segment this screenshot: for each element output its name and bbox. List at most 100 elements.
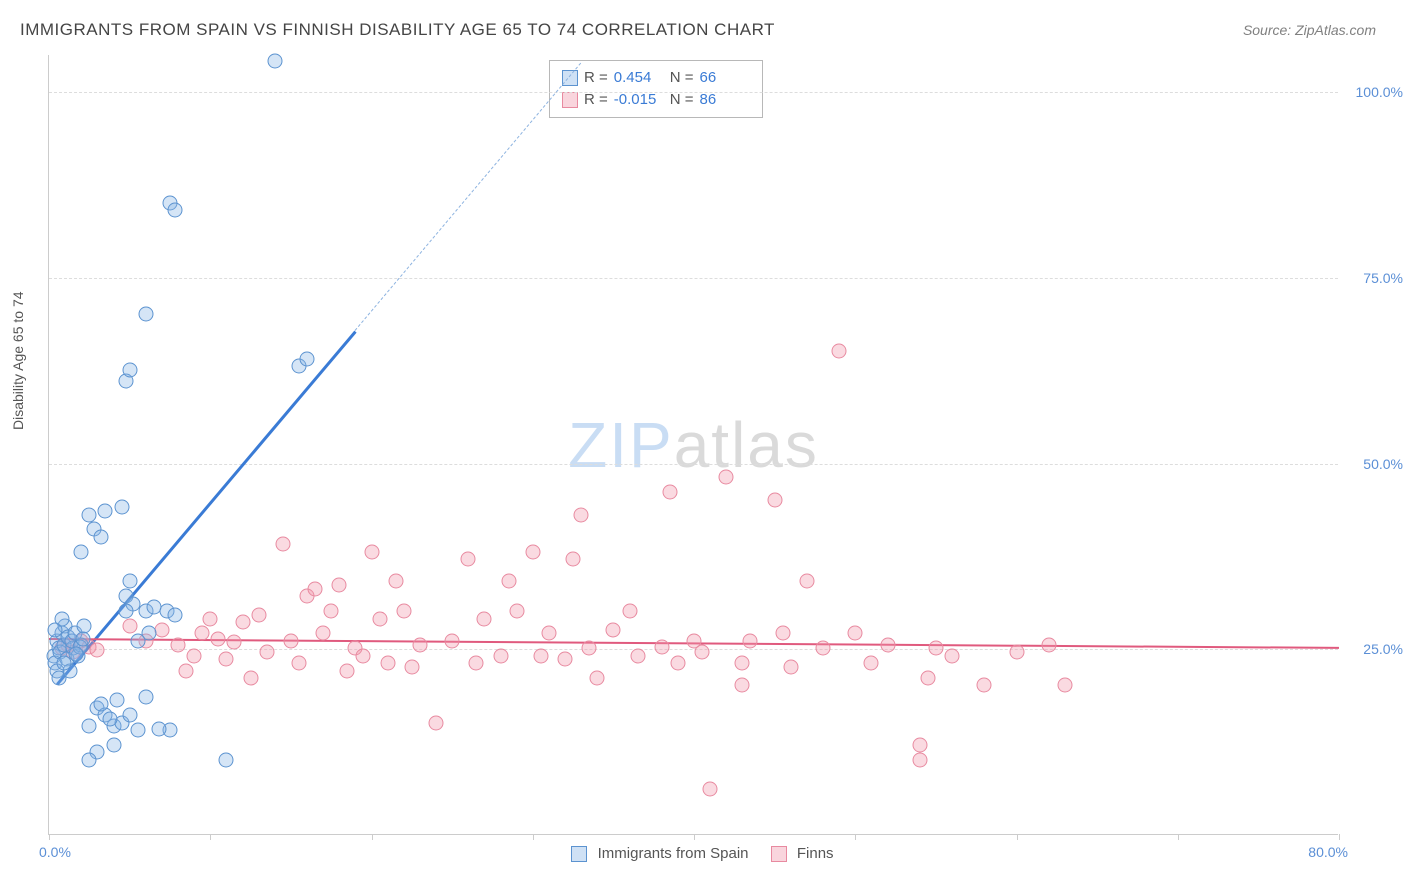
data-point: [138, 689, 153, 704]
data-point: [461, 552, 476, 567]
data-point: [122, 619, 137, 634]
chart-title: IMMIGRANTS FROM SPAIN VS FINNISH DISABIL…: [20, 20, 775, 40]
data-point: [300, 351, 315, 366]
x-tick-mark: [1017, 834, 1018, 840]
data-point: [227, 635, 242, 650]
trend-line-dashed: [355, 63, 582, 331]
data-point: [662, 485, 677, 500]
data-point: [912, 737, 927, 752]
x-tick-mark: [1178, 834, 1179, 840]
x-tick-last: 80.0%: [1308, 844, 1348, 860]
x-tick-mark: [372, 834, 373, 840]
data-point: [243, 671, 258, 686]
x-tick-mark: [855, 834, 856, 840]
x-tick-mark: [1339, 834, 1340, 840]
data-point: [558, 652, 573, 667]
grid-h: [49, 649, 1338, 650]
data-point: [695, 645, 710, 660]
y-axis-label: Disability Age 65 to 74: [10, 291, 26, 430]
data-point: [179, 663, 194, 678]
data-point: [848, 626, 863, 641]
data-point: [396, 604, 411, 619]
data-point: [82, 752, 97, 767]
r-value-a: 0.454: [614, 67, 664, 89]
data-point: [566, 552, 581, 567]
data-point: [154, 622, 169, 637]
legend-swatch-b-icon: [771, 846, 787, 862]
data-point: [582, 641, 597, 656]
legend-label-a: Immigrants from Spain: [598, 845, 749, 862]
x-tick-mark: [210, 834, 211, 840]
stats-row-a: R = 0.454 N = 66: [562, 67, 750, 89]
y-tick-label: 75.0%: [1343, 270, 1403, 286]
data-point: [167, 203, 182, 218]
data-point: [195, 626, 210, 641]
data-point: [259, 645, 274, 660]
data-point: [151, 721, 166, 736]
data-point: [109, 693, 124, 708]
data-point: [203, 611, 218, 626]
stats-box: R = 0.454 N = 66 R = -0.015 N = 86: [549, 60, 763, 118]
data-point: [493, 648, 508, 663]
data-point: [735, 678, 750, 693]
data-point: [340, 663, 355, 678]
data-point: [324, 604, 339, 619]
data-point: [82, 507, 97, 522]
data-point: [219, 652, 234, 667]
data-point: [743, 633, 758, 648]
data-point: [122, 574, 137, 589]
data-point: [372, 611, 387, 626]
data-point: [1009, 645, 1024, 660]
y-tick-label: 100.0%: [1343, 84, 1403, 100]
n-value-a: 66: [700, 67, 750, 89]
data-point: [308, 581, 323, 596]
watermark: ZIPatlas: [568, 408, 819, 482]
plot-area: ZIPatlas R = 0.454 N = 66 R = -0.015 N =…: [48, 55, 1338, 835]
data-point: [912, 752, 927, 767]
data-point: [816, 641, 831, 656]
x-tick-mark: [533, 834, 534, 840]
data-point: [541, 626, 556, 641]
data-point: [525, 544, 540, 559]
data-point: [130, 723, 145, 738]
data-point: [171, 637, 186, 652]
data-point: [501, 574, 516, 589]
grid-h: [49, 278, 1338, 279]
x-tick-mark: [694, 834, 695, 840]
data-point: [590, 671, 605, 686]
data-point: [98, 503, 113, 518]
data-point: [291, 656, 306, 671]
data-point: [509, 604, 524, 619]
bottom-legend: Immigrants from Spain Finns: [49, 845, 1338, 862]
data-point: [380, 656, 395, 671]
data-point: [977, 678, 992, 693]
y-tick-label: 50.0%: [1343, 456, 1403, 472]
data-point: [864, 656, 879, 671]
data-point: [412, 637, 427, 652]
data-point: [130, 633, 145, 648]
data-point: [703, 782, 718, 797]
source-label: Source: ZipAtlas.com: [1243, 22, 1376, 38]
data-point: [775, 626, 790, 641]
data-point: [90, 642, 105, 657]
data-point: [267, 54, 282, 69]
data-point: [388, 574, 403, 589]
data-point: [606, 622, 621, 637]
data-point: [275, 537, 290, 552]
data-point: [114, 500, 129, 515]
data-point: [799, 574, 814, 589]
data-point: [880, 637, 895, 652]
data-point: [832, 344, 847, 359]
data-point: [1041, 637, 1056, 652]
data-point: [928, 641, 943, 656]
data-point: [69, 647, 84, 662]
legend-label-b: Finns: [797, 845, 834, 862]
data-point: [533, 648, 548, 663]
data-point: [138, 307, 153, 322]
data-point: [122, 362, 137, 377]
data-point: [219, 752, 234, 767]
data-point: [622, 604, 637, 619]
data-point: [235, 615, 250, 630]
data-point: [477, 611, 492, 626]
data-point: [654, 639, 669, 654]
